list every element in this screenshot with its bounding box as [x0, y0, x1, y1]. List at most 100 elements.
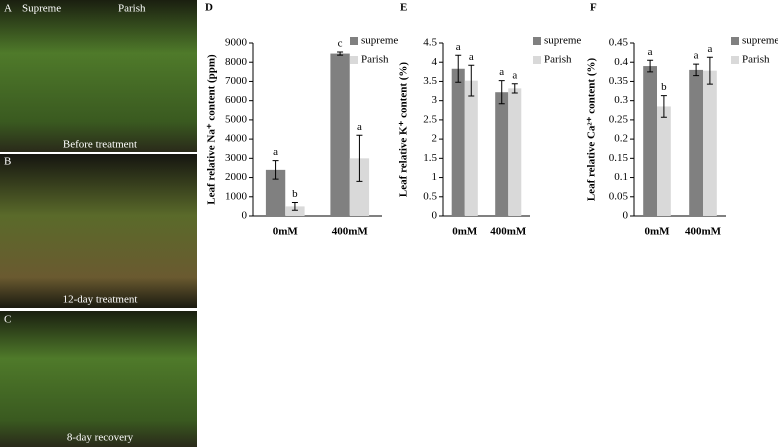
y-tick-label: 4000: [225, 133, 248, 145]
x-tick-label: 400mM: [685, 226, 722, 238]
y-axis-label: Leaf relative Ca²⁺ content (%): [586, 58, 598, 202]
error-bar: [455, 54, 462, 83]
y-tick-label: 4.5: [423, 37, 437, 49]
y-tick-label: 6000: [225, 94, 248, 106]
y-tick-label: 0.4: [614, 56, 628, 68]
bar: [451, 68, 465, 216]
x-tick-label: 400mM: [332, 226, 369, 238]
y-tick-label: 2000: [225, 171, 248, 183]
annotation: c: [338, 38, 343, 50]
y-tick-label: 5000: [225, 113, 248, 125]
photo-caption: Before treatment: [63, 139, 137, 151]
y-tick-label: 2: [432, 133, 438, 145]
annotation: a: [273, 146, 278, 158]
y-tick-label: 0: [242, 210, 248, 222]
y-tick-label: 0.2: [614, 133, 628, 145]
y-tick-label: 0: [432, 210, 438, 222]
annotation: b: [661, 81, 667, 93]
annotation: a: [707, 43, 712, 55]
annotation: a: [357, 121, 362, 133]
photo-caption: 12-day treatment: [63, 294, 138, 306]
y-tick-label: 0.25: [609, 113, 629, 125]
bar: [330, 53, 350, 217]
y-tick-label: 3.5: [423, 75, 437, 87]
error-bar: [660, 95, 667, 118]
legend-label: supreme: [742, 35, 778, 47]
legend-swatch: [533, 56, 541, 64]
y-tick-label: 4: [432, 56, 438, 68]
error-bar: [337, 51, 344, 56]
y-tick-label: 0.05: [609, 190, 629, 202]
y-tick-label: 1: [432, 171, 438, 183]
panel-label: D: [205, 2, 213, 14]
y-tick-label: 0.1: [614, 171, 628, 183]
bar: [285, 206, 305, 216]
y-tick-label: 7000: [225, 75, 248, 87]
error-bar: [693, 63, 700, 77]
legend-label: Parish: [361, 54, 389, 66]
y-tick-label: 0: [623, 210, 629, 222]
photo-label: Parish: [118, 3, 146, 15]
annotation: a: [694, 50, 699, 62]
panel-label: A: [4, 3, 12, 15]
y-tick-label: 0.3: [614, 94, 628, 106]
photo: [0, 0, 197, 152]
annotation: a: [512, 69, 517, 81]
panel-label: C: [4, 314, 11, 326]
bar: [349, 158, 370, 216]
y-axis-label: Leaf relative K⁺ content (%): [398, 62, 410, 197]
annotation: a: [456, 41, 461, 53]
error-bar: [647, 59, 654, 73]
legend-swatch: [533, 37, 541, 45]
legend-swatch: [731, 37, 739, 45]
panel-label: B: [4, 156, 11, 168]
legend-label: Parish: [742, 54, 770, 66]
panel-label: F: [590, 2, 597, 14]
y-tick-label: 0.45: [609, 37, 629, 49]
y-tick-label: 2.5: [423, 113, 437, 125]
error-bar: [498, 80, 505, 105]
bar: [703, 70, 717, 217]
legend-label: supreme: [361, 35, 398, 47]
photo: [0, 311, 197, 447]
x-tick-label: 400mM: [490, 226, 527, 238]
y-tick-label: 8000: [225, 56, 248, 68]
y-tick-label: 0.15: [609, 152, 629, 164]
bar: [508, 88, 522, 216]
x-tick-label: 0mM: [644, 226, 670, 238]
legend-swatch: [731, 56, 739, 64]
annotation: a: [648, 46, 653, 58]
bar: [657, 106, 671, 216]
y-tick-label: 3000: [225, 152, 248, 164]
error-bar: [706, 56, 713, 85]
legend-label: Parish: [544, 54, 572, 66]
x-tick-label: 0mM: [452, 226, 478, 238]
legend-swatch: [350, 37, 358, 45]
annotation: b: [292, 188, 298, 200]
photo-label: Supreme: [22, 3, 61, 15]
bar: [689, 69, 703, 217]
bar: [643, 66, 657, 216]
bar: [265, 169, 286, 216]
error-bar: [511, 83, 518, 94]
annotation: a: [469, 51, 474, 63]
error-bar: [272, 160, 279, 180]
y-tick-label: 0.35: [609, 75, 629, 87]
bar: [464, 80, 478, 216]
legend-swatch: [350, 56, 358, 64]
y-tick-label: 1000: [225, 190, 248, 202]
error-bar: [356, 134, 363, 182]
photo: [0, 154, 197, 308]
panel-label: E: [400, 2, 407, 14]
y-axis-label: Leaf relative Na⁺ content (ppm): [206, 54, 218, 205]
annotation: a: [499, 66, 504, 78]
error-bar: [291, 202, 298, 211]
y-tick-label: 9000: [225, 37, 248, 49]
y-tick-label: 1.5: [423, 152, 437, 164]
x-tick-label: 0mM: [273, 226, 299, 238]
y-tick-label: 3: [432, 94, 438, 106]
y-tick-label: 0.5: [423, 190, 437, 202]
bar: [495, 92, 509, 216]
